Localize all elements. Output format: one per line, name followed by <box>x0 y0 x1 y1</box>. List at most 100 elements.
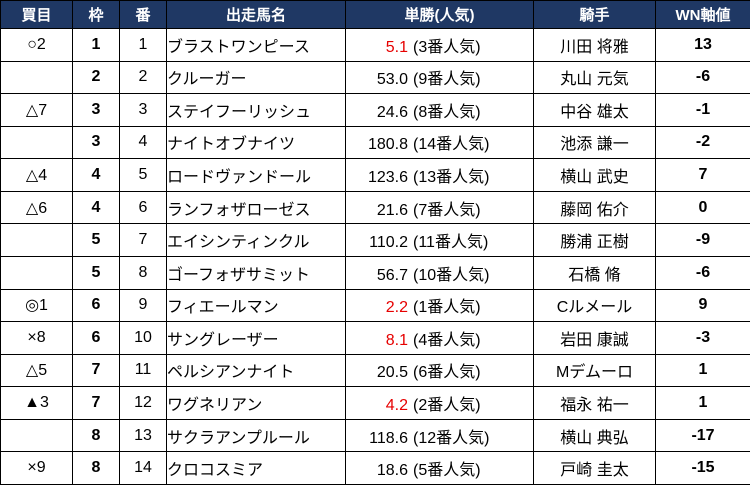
col-header-odds: 単勝(人気) <box>345 0 534 29</box>
odds-cell: 53.0 (9番人気) <box>345 60 534 95</box>
odds-value: 180.8 <box>367 136 408 154</box>
wn-value-cell: -17 <box>655 418 750 453</box>
odds-value: 56.7 <box>376 266 408 284</box>
horse-number-cell: 9 <box>119 288 167 323</box>
buy-mark-cell: ▲3 <box>0 386 73 420</box>
odds-value: 5.1 <box>385 38 408 56</box>
jockey-cell: 福永 祐一 <box>533 386 656 420</box>
odds-value: 53.0 <box>376 71 408 89</box>
jockey-cell: Cルメール <box>533 288 656 323</box>
odds-cell: 2.2 (1番人気) <box>345 288 534 323</box>
jockey-cell: 丸山 元気 <box>533 60 656 95</box>
frame-cell: 8 <box>72 451 120 485</box>
odds-rank: (7番人気) <box>413 201 481 219</box>
frame-cell: 5 <box>72 223 120 257</box>
buy-mark-cell <box>0 125 73 160</box>
table-row: △6 4 6 ランフォザローゼス 21.6 (7番人気) 藤岡 佑介 0 <box>0 190 750 225</box>
buy-mark-cell: ×8 <box>0 321 73 355</box>
horse-name-cell: ステイフーリッシュ <box>166 93 346 127</box>
horse-name-cell: ブラストワンピース <box>166 28 346 62</box>
table-row: ◎1 6 9 フィエールマン 2.2 (1番人気) Cルメール 9 <box>0 288 750 323</box>
table-row: 3 4 ナイトオブナイツ 180.8 (14番人気) 池添 謙一 -2 <box>0 125 750 160</box>
horse-name-cell: ナイトオブナイツ <box>166 125 346 160</box>
header-row: 買目 枠 番 出走馬名 単勝(人気) 騎手 WN軸値 <box>0 0 750 29</box>
horse-number-cell: 13 <box>119 418 167 453</box>
horse-number-cell: 12 <box>119 386 167 420</box>
horse-name-cell: ワグネリアン <box>166 386 346 420</box>
horse-name-cell: ゴーフォザサミット <box>166 255 346 290</box>
buy-mark-cell: ○2 <box>0 28 73 62</box>
wn-value-cell: -2 <box>655 125 750 160</box>
table-row: △4 4 5 ロードヴァンドール 123.6 (13番人気) 横山 武史 7 <box>0 158 750 192</box>
col-header-jockey: 騎手 <box>533 0 656 29</box>
wn-value-cell: -6 <box>655 60 750 95</box>
horse-name-cell: サクラアンプルール <box>166 418 346 453</box>
odds-rank: (14番人気) <box>413 136 490 154</box>
horse-number-cell: 7 <box>119 223 167 257</box>
buy-mark-cell <box>0 418 73 453</box>
odds-cell: 118.6 (12番人気) <box>345 418 534 453</box>
jockey-cell: 石橋 脩 <box>533 255 656 290</box>
horse-number-cell: 2 <box>119 60 167 95</box>
col-header-horse-name: 出走馬名 <box>166 0 346 29</box>
frame-cell: 6 <box>72 321 120 355</box>
jockey-cell: 藤岡 佑介 <box>533 190 656 225</box>
buy-mark-cell: △4 <box>0 158 73 192</box>
odds-value: 110.2 <box>369 234 408 252</box>
odds-value: 123.6 <box>367 169 408 187</box>
odds-cell: 8.1 (4番人気) <box>345 321 534 355</box>
buy-mark-cell: △5 <box>0 353 73 388</box>
table-row: ▲3 7 12 ワグネリアン 4.2 (2番人気) 福永 祐一 1 <box>0 386 750 420</box>
frame-cell: 7 <box>72 386 120 420</box>
frame-cell: 6 <box>72 288 120 323</box>
odds-rank: (3番人気) <box>413 38 481 56</box>
buy-mark-cell: ◎1 <box>0 288 73 323</box>
table-row: ×9 8 14 クロコスミア 18.6 (5番人気) 戸崎 圭太 -15 <box>0 451 750 485</box>
horse-number-cell: 14 <box>119 451 167 485</box>
odds-cell: 5.1 (3番人気) <box>345 28 534 62</box>
wn-value-cell: 13 <box>655 28 750 62</box>
frame-cell: 2 <box>72 60 120 95</box>
horse-name-cell: クルーガー <box>166 60 346 95</box>
table-row: ×8 6 10 サングレーザー 8.1 (4番人気) 岩田 康誠 -3 <box>0 321 750 355</box>
odds-cell: 18.6 (5番人気) <box>345 451 534 485</box>
odds-cell: 180.8 (14番人気) <box>345 125 534 160</box>
frame-cell: 1 <box>72 28 120 62</box>
buy-mark-cell: △6 <box>0 190 73 225</box>
odds-cell: 21.6 (7番人気) <box>345 190 534 225</box>
horse-number-cell: 6 <box>119 190 167 225</box>
buy-mark-cell <box>0 255 73 290</box>
odds-cell: 24.6 (8番人気) <box>345 93 534 127</box>
odds-rank: (12番人気) <box>413 429 490 447</box>
wn-value-cell: 0 <box>655 190 750 225</box>
buy-mark-cell: △7 <box>0 93 73 127</box>
odds-cell: 4.2 (2番人気) <box>345 386 534 420</box>
jockey-cell: 横山 典弘 <box>533 418 656 453</box>
odds-value: 8.1 <box>385 331 408 349</box>
wn-value-cell: 1 <box>655 353 750 388</box>
odds-value: 4.2 <box>385 396 408 414</box>
horse-name-cell: フィエールマン <box>166 288 346 323</box>
odds-rank: (9番人気) <box>413 71 481 89</box>
frame-cell: 5 <box>72 255 120 290</box>
frame-cell: 3 <box>72 125 120 160</box>
table-row: △5 7 11 ペルシアンナイト 20.5 (6番人気) Mデムーロ 1 <box>0 353 750 388</box>
odds-cell: 123.6 (13番人気) <box>345 158 534 192</box>
jockey-cell: 横山 武史 <box>533 158 656 192</box>
jockey-cell: 中谷 雄太 <box>533 93 656 127</box>
table-row: 8 13 サクラアンプルール 118.6 (12番人気) 横山 典弘 -17 <box>0 418 750 453</box>
odds-rank: (2番人気) <box>413 396 481 414</box>
frame-cell: 4 <box>72 158 120 192</box>
table-row: △7 3 3 ステイフーリッシュ 24.6 (8番人気) 中谷 雄太 -1 <box>0 93 750 127</box>
horse-number-cell: 1 <box>119 28 167 62</box>
wn-value-cell: 9 <box>655 288 750 323</box>
odds-cell: 56.7 (10番人気) <box>345 255 534 290</box>
horse-name-cell: エイシンティンクル <box>166 223 346 257</box>
horse-name-cell: クロコスミア <box>166 451 346 485</box>
col-header-horse-number: 番 <box>119 0 167 29</box>
table-row: 2 2 クルーガー 53.0 (9番人気) 丸山 元気 -6 <box>0 60 750 95</box>
jockey-cell: 勝浦 正樹 <box>533 223 656 257</box>
horse-name-cell: ロードヴァンドール <box>166 158 346 192</box>
jockey-cell: 戸崎 圭太 <box>533 451 656 485</box>
